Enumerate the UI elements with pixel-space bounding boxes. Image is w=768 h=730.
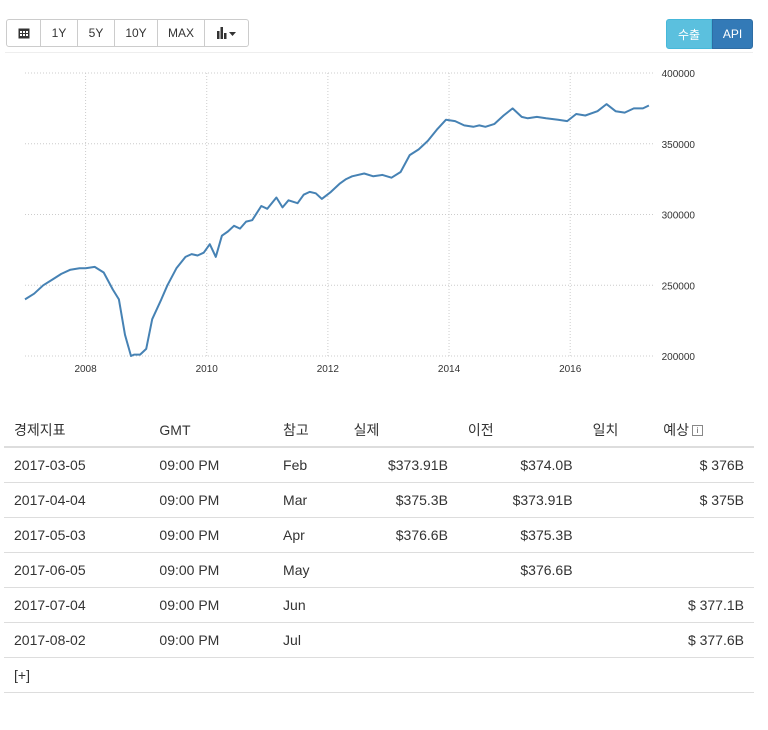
cell-previous: $376.6B	[457, 552, 583, 588]
cell-ref: Mar	[273, 482, 344, 518]
line-chart: 200000 250000 300000 350000 400000 2008 2010 20…	[24, 69, 696, 375]
y-tick-label: 400000	[662, 69, 696, 80]
bar-chart-icon	[216, 27, 236, 39]
range-max-button[interactable]: MAX	[157, 19, 205, 47]
series-line	[24, 103, 650, 357]
cell-ref: Apr	[273, 517, 344, 553]
cell-actual: $376.6B	[343, 517, 458, 553]
y-tick-label: 300000	[662, 211, 696, 222]
table-row: 2017-08-02 09:00 PM Jul $ 377.6B	[4, 622, 754, 658]
header-indicator: 경제지표	[4, 413, 150, 448]
cell-ref: Jun	[273, 587, 344, 623]
header-previous: 이전	[457, 413, 583, 448]
cell-date: 2017-05-03	[4, 517, 150, 553]
x-tick-label: 2014	[438, 364, 461, 375]
range-toolbar: 1Y 5Y 10Y MAX	[6, 19, 249, 47]
cell-consensus	[582, 447, 654, 483]
export-button[interactable]: 수출	[666, 19, 712, 49]
calendar-button[interactable]	[6, 19, 41, 47]
cell-gmt: 09:00 PM	[149, 622, 274, 658]
x-tick-label: 2008	[74, 364, 97, 375]
header-consensus: 일치	[582, 413, 654, 448]
cell-forecast	[653, 552, 754, 588]
cell-gmt: 09:00 PM	[149, 552, 274, 588]
cell-date: 2017-06-05	[4, 552, 150, 588]
cell-previous	[457, 622, 583, 658]
range-10y-button[interactable]: 10Y	[114, 19, 158, 47]
expand-more-link[interactable]: [+]	[4, 657, 754, 693]
cell-forecast: $ 377.6B	[653, 622, 754, 658]
cell-ref: Jul	[273, 622, 344, 658]
cell-actual	[343, 587, 458, 623]
cell-consensus	[582, 517, 654, 553]
table-body: 2017-03-05 09:00 PM Feb $373.91B $374.0B $ 37…	[4, 447, 754, 693]
cell-gmt: 09:00 PM	[149, 517, 274, 553]
table-row: 2017-05-03 09:00 PM Apr $376.6B $375.3B	[4, 517, 754, 553]
range-5y-button[interactable]: 5Y	[77, 19, 115, 47]
cell-ref: Feb	[273, 447, 344, 483]
table-row: 2017-06-05 09:00 PM May $376.6B	[4, 552, 754, 588]
x-tick-label: 2012	[317, 364, 340, 375]
header-actual: 실제	[343, 413, 458, 448]
chart-area: 200000 250000 300000 350000 400000 2008 2010 20…	[5, 52, 753, 390]
cell-date: 2017-08-02	[4, 622, 150, 658]
header-reference: 참고	[273, 413, 344, 448]
cell-ref: May	[273, 552, 344, 588]
cell-date: 2017-04-04	[4, 482, 150, 518]
cell-consensus	[582, 587, 654, 623]
cell-previous	[457, 587, 583, 623]
cell-consensus	[582, 482, 654, 518]
cell-gmt: 09:00 PM	[149, 587, 274, 623]
cell-forecast	[653, 517, 754, 553]
header-forecast-label: 예상	[663, 421, 689, 438]
cell-forecast: $ 376B	[653, 447, 754, 483]
cell-gmt: 09:00 PM	[149, 447, 274, 483]
range-1y-button[interactable]: 1Y	[40, 19, 78, 47]
cell-consensus	[582, 622, 654, 658]
table-row: 2017-03-05 09:00 PM Feb $373.91B $374.0B $ 37…	[4, 447, 754, 483]
cell-actual	[343, 622, 458, 658]
cell-previous: $375.3B	[457, 517, 583, 553]
y-tick-label: 200000	[662, 352, 696, 363]
cell-previous: $374.0B	[457, 447, 583, 483]
cell-date: 2017-03-05	[4, 447, 150, 483]
x-tick-label: 2016	[559, 364, 582, 375]
api-button[interactable]: API	[712, 19, 753, 49]
cell-gmt: 09:00 PM	[149, 482, 274, 518]
export-group: 수출 API	[666, 19, 753, 49]
header-forecast: 예상 i	[653, 413, 754, 448]
y-tick-label: 350000	[662, 140, 696, 151]
cell-previous: $373.91B	[457, 482, 583, 518]
calendar-icon	[18, 28, 29, 39]
cell-forecast: $ 375B	[653, 482, 754, 518]
cell-actual	[343, 552, 458, 588]
table-header-row: 경제지표 GMT 참고 실제 이전 일치 예상 i	[4, 413, 754, 448]
y-tick-label: 250000	[662, 281, 696, 292]
info-icon[interactable]: i	[691, 425, 703, 437]
x-tick-label: 2010	[196, 364, 219, 375]
cell-forecast: $ 377.1B	[653, 587, 754, 623]
table-row: 2017-07-04 09:00 PM Jun $ 377.1B	[4, 587, 754, 623]
header-gmt: GMT	[149, 413, 274, 448]
more-row: [+]	[4, 657, 754, 693]
chart-type-button[interactable]	[204, 19, 249, 47]
cell-date: 2017-07-04	[4, 587, 150, 623]
cell-consensus	[582, 552, 654, 588]
table-row: 2017-04-04 09:00 PM Mar $375.3B $373.91B $ 37…	[4, 482, 754, 518]
economic-calendar-table: 경제지표 GMT 참고 실제 이전 일치 예상 i 2017-03-05 09:00…	[4, 413, 754, 693]
cell-actual: $373.91B	[343, 447, 458, 483]
cell-actual: $375.3B	[343, 482, 458, 518]
